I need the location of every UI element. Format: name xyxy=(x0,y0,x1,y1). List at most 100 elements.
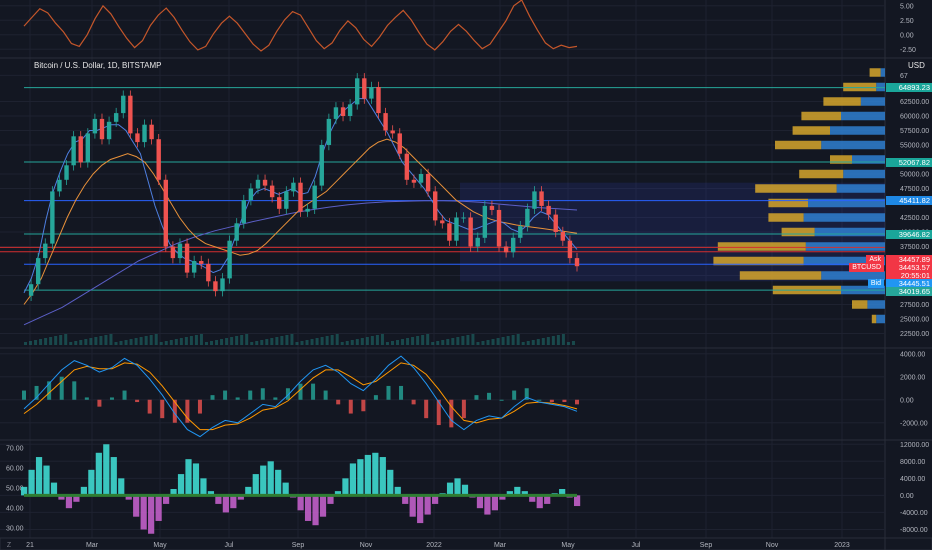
momentum-bar xyxy=(222,495,229,513)
candle-body xyxy=(255,179,261,189)
volume-bar xyxy=(179,338,183,345)
macd-histogram-bar xyxy=(97,399,102,407)
y-tick-label: 62500.00 xyxy=(900,99,929,106)
momentum-bar xyxy=(252,474,259,496)
momentum-bar xyxy=(162,495,170,504)
volume-profile-buy-bar xyxy=(830,155,852,164)
volume-bar xyxy=(546,337,550,345)
volume-bar xyxy=(511,335,515,345)
volume-bar xyxy=(481,341,485,345)
candle-body xyxy=(43,243,48,259)
volume-bar xyxy=(275,337,279,345)
candle-body xyxy=(440,220,445,224)
momentum-bar xyxy=(192,463,200,496)
y-tick-label: 0.00 xyxy=(900,397,914,404)
momentum-bar xyxy=(424,495,431,515)
volume-bar xyxy=(260,340,264,345)
volume-bar xyxy=(149,335,153,345)
momentum-bar xyxy=(574,495,581,507)
currency-label: USD xyxy=(908,61,925,70)
volume-bar xyxy=(159,342,163,345)
momentum-bar xyxy=(140,495,147,530)
level-price-tag: 64893.23 xyxy=(886,83,932,93)
candle-body xyxy=(518,226,523,238)
macd-histogram-bar xyxy=(411,399,416,405)
momentum-bar xyxy=(230,495,237,509)
volume-bar xyxy=(54,336,58,345)
y-tick-label: -2.50 xyxy=(900,47,916,54)
candle-body xyxy=(106,121,112,140)
macd-histogram-bar xyxy=(34,385,39,400)
macd-histogram-bar xyxy=(336,399,341,405)
volume-bar xyxy=(290,334,294,345)
volume-profile-buy-bar xyxy=(871,314,877,324)
candle-body xyxy=(71,136,76,166)
volume-profile-sell-bar xyxy=(876,82,885,92)
price-tag: 20:55:01 xyxy=(886,270,932,280)
volume-bar xyxy=(355,339,359,345)
volume-bar xyxy=(300,341,304,345)
candle-body xyxy=(50,191,55,244)
x-tick-label: Sep xyxy=(292,542,305,549)
volume-bar xyxy=(416,336,420,345)
candle-body xyxy=(539,191,544,206)
macd-signal-line xyxy=(23,362,578,431)
volume-bar xyxy=(44,338,48,345)
volume-profile-sell-bar xyxy=(867,300,885,309)
momentum-bar xyxy=(125,495,132,500)
volume-bar xyxy=(521,342,525,345)
candle-body xyxy=(496,209,502,247)
volume-bar xyxy=(129,339,133,345)
macd-panel: 4000.00 2000.00 0.00 -2000.00 xyxy=(22,351,928,438)
x-tick-label: 2023 xyxy=(834,542,850,549)
candle-body xyxy=(418,174,424,183)
y-tick-label: 8000.00 xyxy=(900,459,925,466)
volume-bar xyxy=(421,335,425,345)
macd-histogram-bar xyxy=(59,376,64,400)
volume-bar xyxy=(466,335,470,345)
volume-profile-buy-bar xyxy=(739,271,822,280)
y-tick-label: -2000.00 xyxy=(900,420,928,427)
macd-histogram-bar xyxy=(172,399,177,423)
candle-body xyxy=(510,237,516,253)
x-tick-label: Mar xyxy=(494,542,507,549)
momentum-bar xyxy=(207,491,215,496)
volume-profile-sell-bar xyxy=(821,140,885,150)
candle-body xyxy=(369,87,374,99)
volume-bar xyxy=(390,341,394,345)
time-axis-frame xyxy=(0,537,932,550)
momentum-bar xyxy=(409,495,416,517)
price-panel[interactable]: 67 62500.00 60000.00 57500.00 55000.00 50000.… xyxy=(0,68,929,345)
volume-profile-sell-bar xyxy=(803,213,885,222)
price-tag-label: Bid xyxy=(867,278,884,288)
volume-profile-buy-bar xyxy=(768,213,804,222)
candle-body xyxy=(468,217,473,247)
volume-bar xyxy=(406,338,410,345)
macd-histogram-bar xyxy=(147,399,152,414)
candle-body xyxy=(390,130,395,134)
volume-bar xyxy=(189,336,193,345)
candle-body xyxy=(191,261,197,273)
timezone-marker: Z xyxy=(7,542,12,549)
candle-body xyxy=(234,223,239,241)
volume-bar xyxy=(240,335,244,345)
candle-body xyxy=(574,258,580,267)
candle-body xyxy=(64,165,69,180)
candle-body xyxy=(425,174,431,192)
momentum-bar xyxy=(432,495,439,504)
volume-profile-buy-bar xyxy=(801,111,841,121)
volume-profile-sell-bar xyxy=(814,227,885,237)
momentum-bar xyxy=(245,486,252,496)
volume-bar xyxy=(436,341,440,345)
volume-bar xyxy=(124,340,128,345)
macd-histogram-bar xyxy=(311,383,316,400)
momentum-bar xyxy=(103,444,110,496)
volume-bar xyxy=(210,341,214,345)
momentum-bar xyxy=(349,463,357,496)
volume-bar xyxy=(154,334,158,345)
volume-bar xyxy=(320,337,324,345)
x-tick-label: Jul xyxy=(632,542,641,549)
level-price-tag: 39646.82 xyxy=(886,229,932,239)
candle-body xyxy=(149,124,154,140)
